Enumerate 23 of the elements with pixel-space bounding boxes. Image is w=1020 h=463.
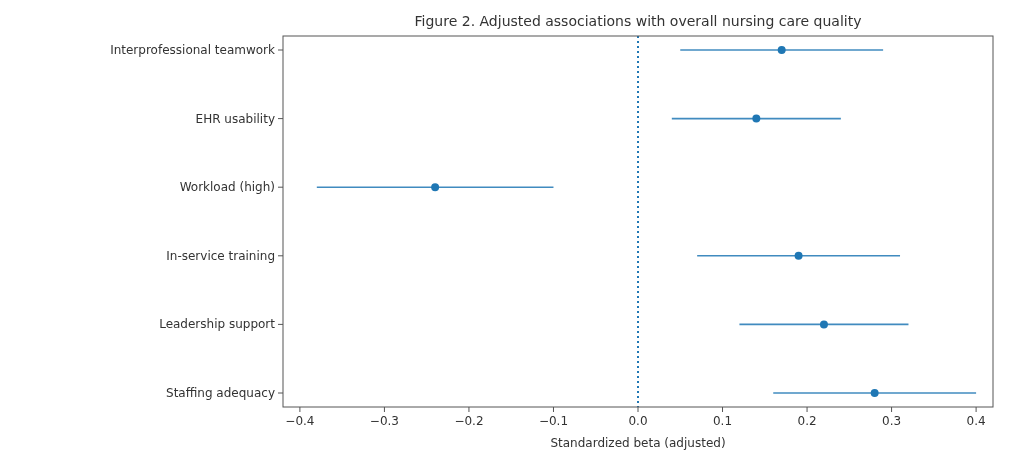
x-tick-label: −0.2 xyxy=(454,414,484,428)
x-tick-label: 0.0 xyxy=(628,414,648,428)
y-tick-label: Interprofessional teamwork xyxy=(110,43,276,57)
point xyxy=(870,389,879,397)
x-axis-title: Standardized beta (adjusted) xyxy=(550,436,726,450)
x-tick-label: 0.4 xyxy=(966,414,986,428)
y-tick-label: Leadership support xyxy=(159,317,276,332)
y-tick-label: Workload (high) xyxy=(179,180,275,195)
point xyxy=(431,183,440,192)
point xyxy=(777,46,786,54)
x-tick-label: 0.2 xyxy=(797,414,817,428)
x-tick-label: −0.4 xyxy=(285,414,315,428)
chart-title: Figure 2. Adjusted associations with overall nursing care quality xyxy=(414,13,862,29)
y-tick-label: Staffing adequacy xyxy=(166,386,275,400)
x-tick-label: 0.1 xyxy=(712,414,733,428)
x-tick-label: −0.3 xyxy=(369,414,399,428)
x-tick-label: 0.3 xyxy=(882,414,902,428)
y-tick-label: In-service training xyxy=(166,248,275,263)
point xyxy=(752,114,761,123)
point xyxy=(794,251,803,260)
y-tick-label: EHR usability xyxy=(195,111,275,126)
x-tick-label: −0.1 xyxy=(538,414,569,428)
point xyxy=(819,320,828,329)
